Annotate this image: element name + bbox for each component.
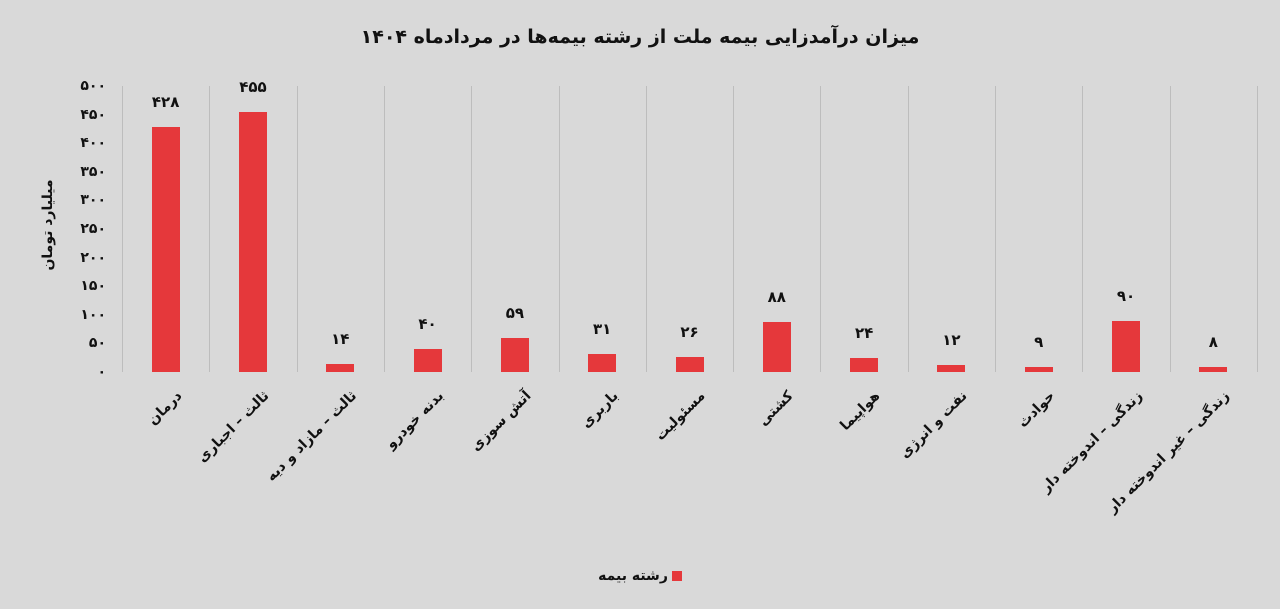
gridline [296,86,298,372]
gridline [995,86,997,372]
bar [1199,367,1228,372]
x-tick-label: نفت و انرژی [897,388,971,462]
gridline [471,86,473,372]
x-tick-label: کشتی [754,388,797,430]
data-label: ۴۲۸ [151,93,180,112]
data-label: ۱۴ [331,329,350,348]
x-tick-label: مسئولیت [652,388,709,445]
data-label: ۲۶ [680,323,699,342]
data-label: ۲۴ [854,324,874,343]
gridline [383,86,385,372]
y-tick-label: ۱۰۰ [80,306,106,323]
data-label: ۱۲ [942,331,961,350]
y-tick-label: ۳۵۰ [80,163,106,180]
gridline [733,86,735,372]
data-label: ۴۰ [418,315,437,334]
gridline [820,86,822,372]
data-label: ۴۵۵ [239,77,267,96]
y-tick-label: ۵۰ [88,335,106,352]
gridline [645,86,647,372]
gridline [1257,86,1258,372]
gridline [122,86,123,372]
bar [1024,366,1053,372]
gridline [1169,86,1171,372]
y-tick-label: ۲۵۰ [80,221,106,237]
y-tick-label: ۱۵۰ [80,278,106,295]
y-tick-label: ۴۵۰ [80,106,106,123]
y-tick-label: ۳۰۰ [80,192,106,209]
bar [326,364,355,372]
x-tick-label: آتش سوزی [467,388,535,455]
y-tick-label: ۰ [97,364,106,380]
bar [762,321,791,372]
gridline [558,86,560,372]
x-tick-label: حوادث [1014,388,1059,432]
data-label: ۹۰ [1116,286,1136,305]
gridline [907,86,909,372]
gridline [1082,86,1084,372]
bar [500,338,529,372]
gridline [209,86,211,372]
x-tick-label: بدنه خودرو [382,388,447,453]
data-label: ۹ [1034,332,1044,351]
bar [238,111,267,372]
legend: رشته بیمه [0,568,1280,584]
x-tick-label: ثالث – اجباری [194,388,273,466]
legend-swatch [671,571,682,581]
x-tick-label: هواپیما [837,388,884,434]
data-label: ۵۹ [505,304,525,323]
y-tick-label: ۲۰۰ [80,249,106,266]
data-label: ۸۸ [767,287,786,306]
bar [675,357,704,372]
data-label: ۳۱ [593,320,612,339]
data-label: ۸ [1208,333,1218,352]
x-tick-label: درمان [144,388,185,429]
bar [850,358,879,372]
x-tick-label: ثالث – مازاد و دیه [262,388,360,485]
bar [937,365,966,372]
legend-label: رشته بیمه [598,568,668,584]
y-tick-label: ۴۰۰ [80,135,106,152]
bar [151,127,180,372]
bar [413,349,442,372]
bar [1112,320,1141,372]
chart-title: میزان درآمدزایی بیمه ملت از رشته بیمه‌ها… [360,26,920,48]
y-tick-label: ۵۰۰ [80,78,106,94]
bar [588,354,617,372]
plot-area: ۴۲۸ ۴۵۵ ۱۴ ۴۰ ۵۹ ۳۱ ۲۶ ۸۸ ۲۴ ۱۲ ۹ ۹۰ ۸ [122,78,1258,372]
y-axis-label: میلیارد تومان [40,179,56,271]
x-tick-label: باربری [578,388,622,432]
